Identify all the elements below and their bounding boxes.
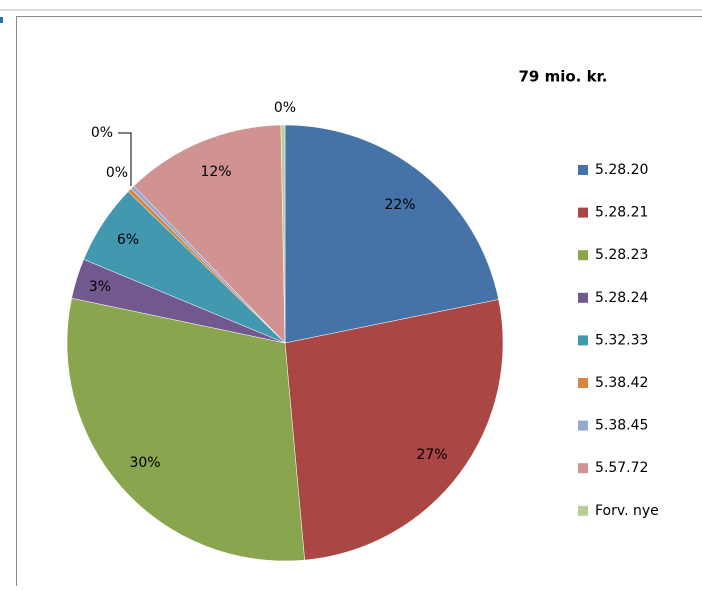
legend-label: 5.38.45	[595, 418, 648, 434]
legend-swatch	[578, 421, 588, 431]
legend-label: 5.38.42	[595, 375, 648, 391]
data-label: 22%	[384, 197, 415, 213]
legend-label: Forv. nye	[595, 503, 659, 519]
legend-swatch	[578, 165, 588, 175]
legend-label: 5.28.23	[595, 247, 648, 263]
legend-swatch	[578, 335, 588, 345]
data-label: 12%	[200, 164, 231, 180]
legend-swatch	[578, 293, 588, 303]
legend-label: 5.28.20	[595, 162, 648, 178]
legend-swatch	[578, 250, 588, 260]
data-label: 0%	[274, 100, 296, 116]
data-label: 3%	[89, 279, 111, 295]
data-label: 30%	[129, 455, 160, 471]
data-label: 0%	[106, 165, 128, 181]
legend-swatch	[578, 378, 588, 388]
chart-title: 79 mio. kr.	[518, 68, 607, 86]
legend-label: 5.32.33	[595, 332, 648, 348]
legend-swatch	[578, 506, 588, 516]
data-label: 6%	[117, 232, 139, 248]
data-label: 0%	[91, 125, 113, 141]
legend-label: 5.28.21	[595, 205, 648, 221]
legend-swatch	[578, 463, 588, 473]
legend-label: 5.57.72	[595, 460, 648, 476]
marker	[0, 17, 3, 23]
legend-swatch	[578, 208, 588, 218]
legend-label: 5.28.24	[595, 290, 649, 306]
data-label: 27%	[416, 447, 447, 463]
